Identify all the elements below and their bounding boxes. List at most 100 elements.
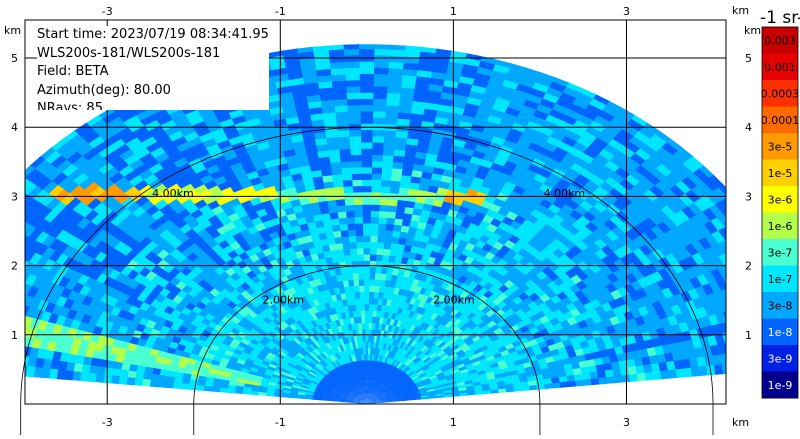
heatmap-cell xyxy=(10,302,23,315)
heatmap-cell xyxy=(727,351,738,364)
heatmap-cell xyxy=(0,260,2,275)
heatmap-cell xyxy=(738,243,753,258)
heatmap-cell xyxy=(364,285,370,292)
heatmap-cell xyxy=(370,217,379,224)
heatmap-cell xyxy=(371,148,384,155)
heatmap-cell xyxy=(370,229,379,236)
heatmap-cell xyxy=(360,167,372,174)
heatmap-cell xyxy=(364,291,370,298)
heatmap-cell xyxy=(365,335,368,342)
colorbar-tick-label: 0.0003 xyxy=(761,87,800,100)
y-tick-label-right: 2 xyxy=(745,260,752,273)
heatmap-cell xyxy=(737,216,753,231)
heatmap-cell xyxy=(0,240,15,254)
heatmap-cell xyxy=(2,363,12,375)
heatmap-cell xyxy=(737,305,750,319)
x-tick-label-top: -1 xyxy=(275,5,286,18)
heatmap-cell xyxy=(10,364,20,376)
heatmap-cell xyxy=(371,154,383,161)
heatmap-cell xyxy=(365,316,369,323)
heatmap-cell xyxy=(346,105,361,112)
heatmap-cell xyxy=(346,111,360,118)
heatmap-cell xyxy=(748,314,760,328)
heatmap-cell xyxy=(360,142,373,149)
heatmap-cell xyxy=(350,161,362,168)
heatmap-cell xyxy=(368,335,372,342)
heatmap-cell xyxy=(729,361,739,373)
y-tick-label-left: 2 xyxy=(11,260,18,273)
heatmap-cell xyxy=(370,179,381,186)
heatmap-cell xyxy=(737,360,747,373)
heatmap-cell xyxy=(743,349,754,362)
heatmap-cell xyxy=(369,279,375,286)
heatmap-cell xyxy=(370,192,380,199)
heatmap-cell xyxy=(347,117,361,124)
heatmap-cell xyxy=(360,148,373,155)
colorbar-tick-label: 0.001 xyxy=(764,61,796,74)
heatmap-cell xyxy=(0,207,4,222)
heatmap-cell xyxy=(359,117,373,124)
heatmap-cell xyxy=(359,123,373,130)
heatmap-cell xyxy=(370,204,380,211)
x-tick-label-top: -3 xyxy=(102,5,113,18)
heatmap-cell xyxy=(348,129,362,136)
heatmap-cell xyxy=(7,230,23,245)
heatmap-cell xyxy=(0,296,1,310)
heatmap-cell xyxy=(0,247,2,262)
heatmap-cell xyxy=(362,235,370,242)
heatmap-cell xyxy=(0,210,10,225)
heatmap-cell xyxy=(735,282,749,296)
heatmap-cell xyxy=(357,48,374,55)
heatmap-cell xyxy=(370,210,380,217)
heatmap-cell xyxy=(376,242,384,249)
y-tick-label-right: 1 xyxy=(745,329,752,342)
heatmap-cell xyxy=(359,98,374,105)
y-axis-unit-right: km xyxy=(744,24,761,37)
heatmap-cell xyxy=(745,359,755,372)
heatmap-cell xyxy=(370,235,378,242)
heatmap-cell xyxy=(725,236,740,251)
heatmap-cell xyxy=(14,314,26,327)
heatmap-cell xyxy=(740,293,753,307)
heatmap-cell xyxy=(0,220,2,235)
heatmap-cell xyxy=(0,352,6,365)
heatmap-cell xyxy=(372,61,389,68)
heatmap-cell xyxy=(357,44,375,49)
heatmap-cell xyxy=(0,332,12,345)
heatmap-cell xyxy=(349,142,362,149)
colorbar-tick-label: 3e-7 xyxy=(768,246,793,259)
heatmap-cell xyxy=(372,98,387,105)
colorbar-tick-label: 0.0001 xyxy=(761,114,800,127)
colorbar: 0.0030.0010.00030.00013e-51e-53e-61e-63e… xyxy=(761,27,800,399)
heatmap-cell xyxy=(0,331,4,344)
heatmap-cell xyxy=(729,329,741,342)
heatmap-cell xyxy=(741,316,753,330)
x-axis-unit-top: km xyxy=(732,4,749,17)
heatmap-cell xyxy=(371,142,384,149)
heatmap-cell xyxy=(1,214,17,229)
heatmap-cell xyxy=(358,67,374,74)
heatmap-cell xyxy=(2,300,15,313)
heatmap-cell xyxy=(0,194,6,208)
range-ring-label-left: 4.00km xyxy=(152,187,194,200)
heatmap-cell xyxy=(725,249,740,263)
y-tick-label-left: 3 xyxy=(11,190,18,203)
heatmap-cell xyxy=(348,136,361,143)
heatmap-cell xyxy=(725,297,738,311)
heatmap-cell xyxy=(730,307,743,321)
heatmap-cell xyxy=(349,148,362,155)
heatmap-cell xyxy=(358,61,375,68)
heatmap-cell xyxy=(372,80,388,87)
heatmap-cell xyxy=(733,295,746,309)
heatmap-cell xyxy=(358,80,374,87)
heatmap-cell xyxy=(734,317,746,330)
heatmap-cell xyxy=(344,80,360,87)
y-axis-unit-left: km xyxy=(4,24,21,37)
heatmap-cell xyxy=(368,316,372,323)
heatmap-cell xyxy=(368,322,372,329)
heatmap-cell xyxy=(729,206,746,221)
heatmap-cell xyxy=(369,291,375,298)
heatmap-cell xyxy=(0,298,8,312)
heatmap-cell xyxy=(364,304,369,311)
heatmap-cell xyxy=(363,254,370,261)
